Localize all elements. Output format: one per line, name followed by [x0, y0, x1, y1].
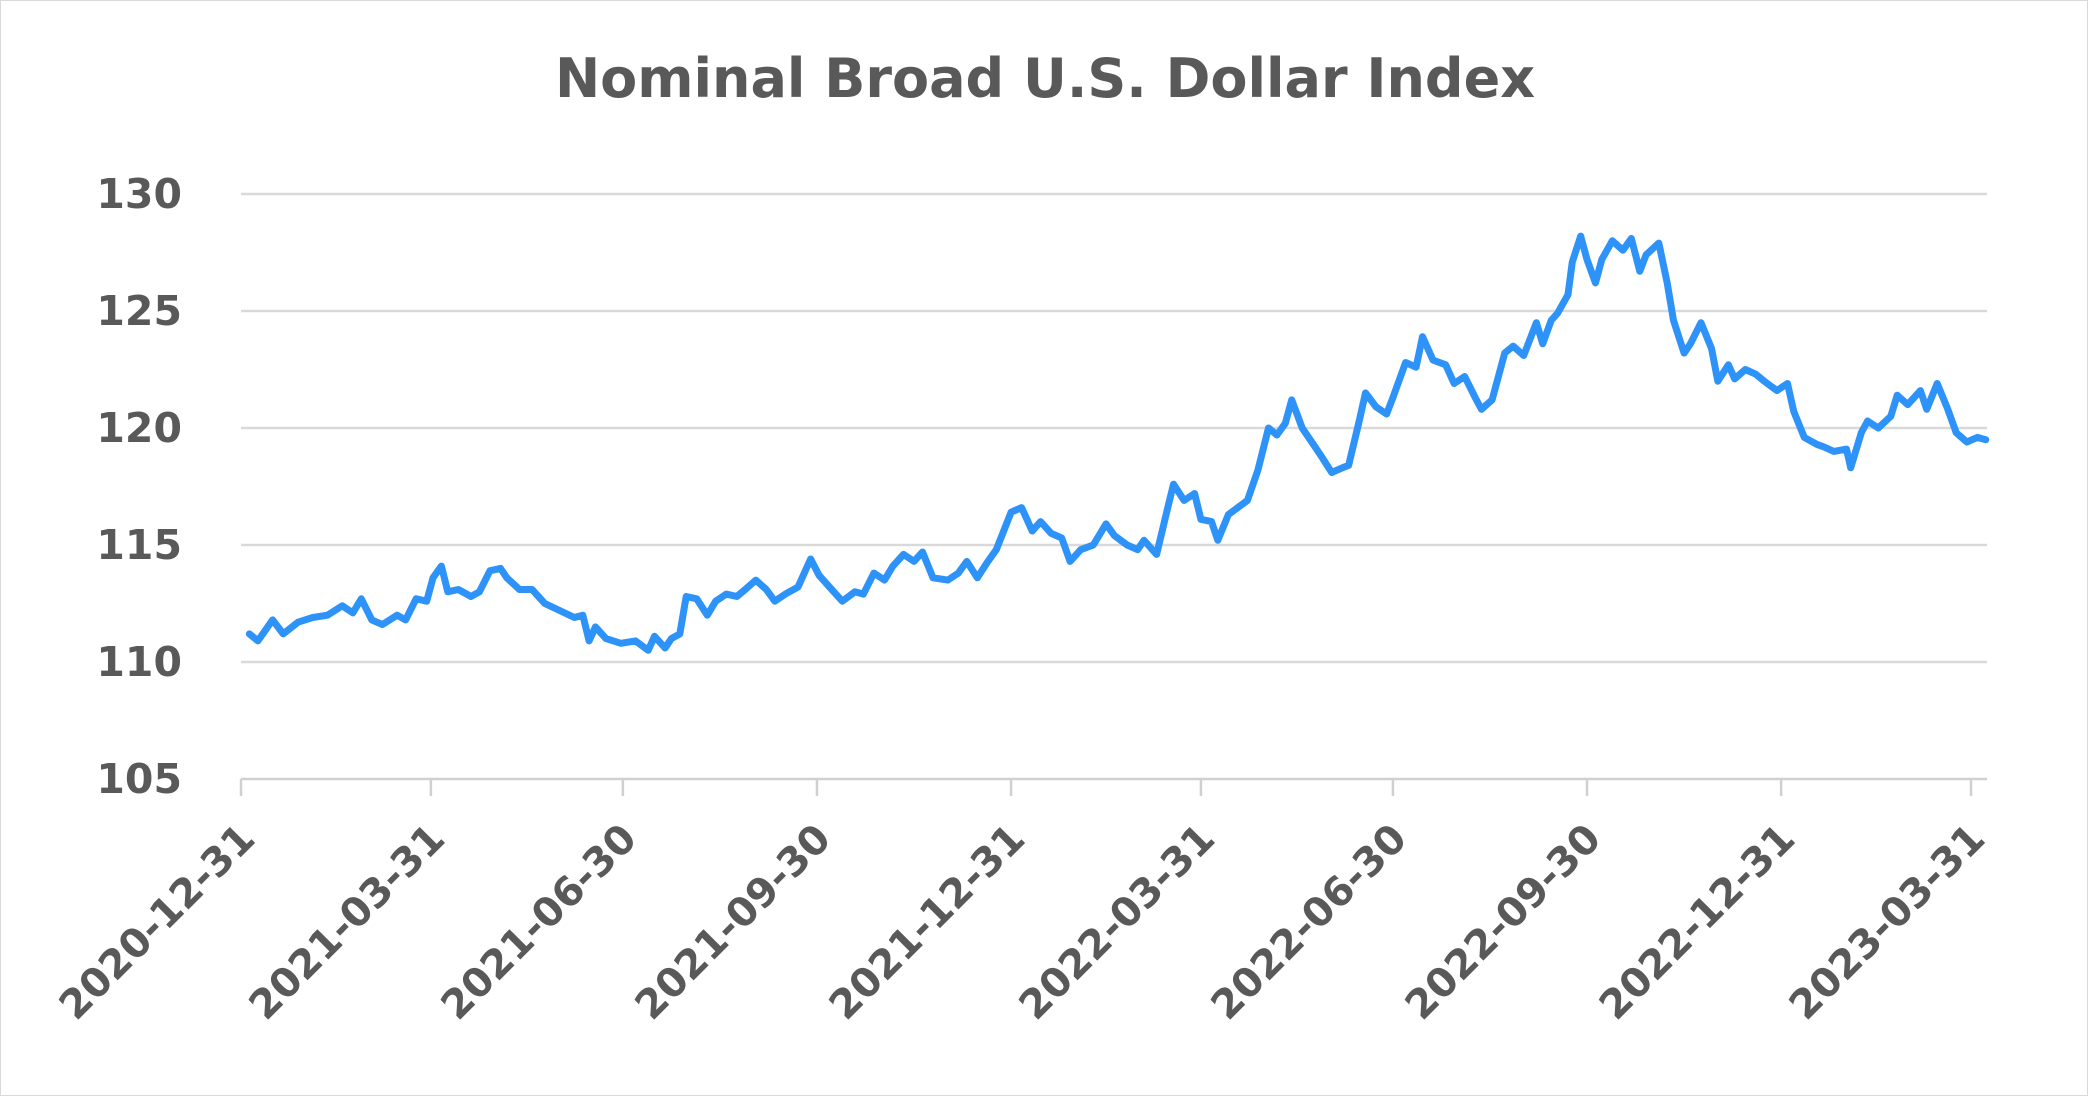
- x-tick-label: 2022-03-31: [1011, 816, 1224, 1029]
- y-tick-label: 110: [96, 638, 182, 686]
- y-axis: 105 110 115 120 125 130: [96, 170, 182, 803]
- y-tick-label: 105: [96, 755, 182, 803]
- series: [245, 232, 1990, 654]
- x-axis: 2020-12-312021-03-312021-06-302021-09-30…: [51, 779, 1994, 1029]
- x-tick-label: 2023-03-31: [1781, 816, 1994, 1029]
- x-tick-label: 2022-06-30: [1203, 816, 1416, 1029]
- y-tick-label: 125: [96, 287, 182, 335]
- x-tick-label: 2021-09-30: [627, 816, 840, 1029]
- chart-title: Nominal Broad U.S. Dollar Index: [555, 47, 1535, 110]
- x-tick-label: 2021-12-31: [821, 816, 1034, 1029]
- x-tick-label: 2022-09-30: [1397, 816, 1610, 1029]
- x-tick-label: 2020-12-31: [51, 816, 264, 1029]
- x-tick-label: 2022-12-31: [1591, 816, 1804, 1029]
- y-tick-label: 115: [96, 521, 182, 569]
- series-line: [245, 232, 1990, 654]
- y-tick-label: 120: [96, 404, 182, 452]
- x-tick-label: 2021-06-30: [432, 816, 645, 1029]
- gridlines: [241, 192, 1987, 781]
- x-tick-label: 2021-03-31: [241, 816, 454, 1029]
- y-tick-label: 130: [96, 170, 182, 218]
